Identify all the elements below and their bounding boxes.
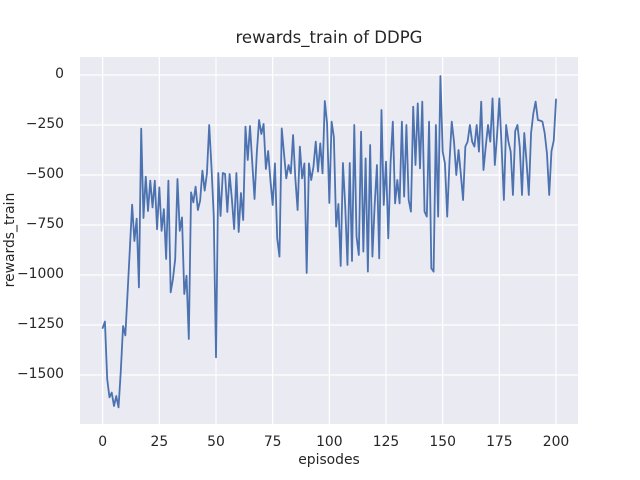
y-tick-label: −1250 [17, 316, 64, 333]
chart-title: rewards_train of DDPG [235, 28, 423, 47]
y-tick-label: −1500 [17, 366, 64, 383]
x-tick-label: 150 [429, 434, 456, 450]
x-tick-label: 175 [486, 434, 513, 450]
x-tick-label: 200 [542, 434, 570, 450]
reward-line-chart [80, 57, 578, 424]
reward-line [101, 75, 557, 409]
x-tick-label: 75 [263, 434, 282, 450]
y-tick-label: −750 [25, 216, 64, 233]
x-tick-label: 125 [372, 434, 400, 450]
x-tick-label: 0 [98, 434, 108, 450]
y-tick-label: 0 [55, 66, 64, 83]
x-axis-label: episodes [298, 452, 360, 468]
y-tick-label: −250 [25, 116, 64, 133]
plot-area [80, 57, 578, 424]
y-tick-label: −500 [25, 166, 64, 183]
x-tick-label: 100 [316, 434, 343, 450]
x-tick-label: 25 [150, 434, 169, 450]
x-tick-label: 50 [207, 434, 225, 450]
y-tick-label: −1000 [17, 266, 64, 283]
